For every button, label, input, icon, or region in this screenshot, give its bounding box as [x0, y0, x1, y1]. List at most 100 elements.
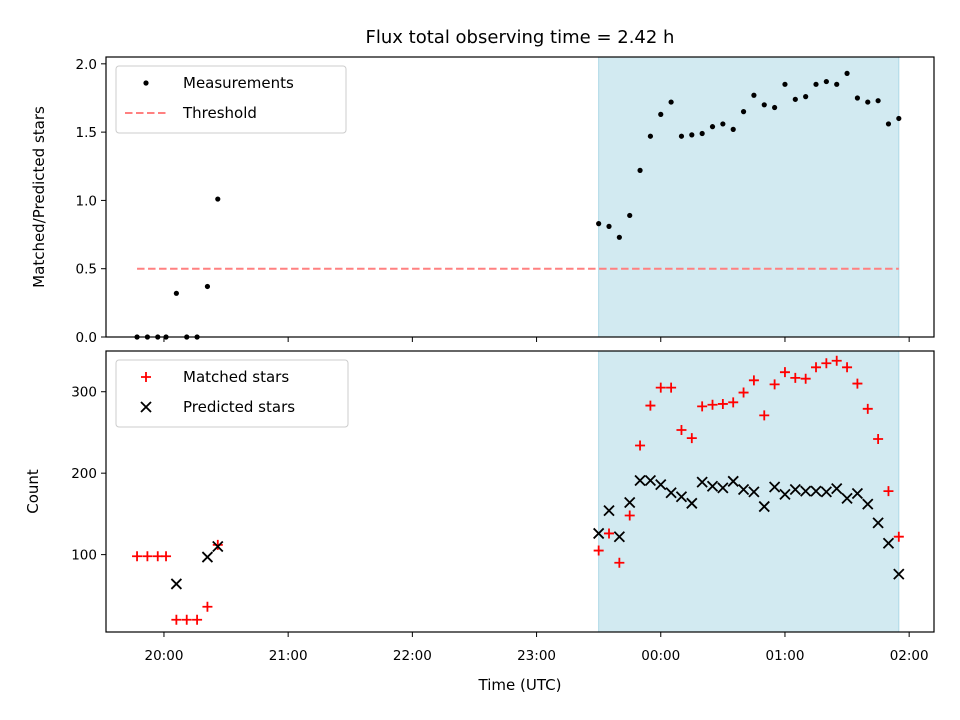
measurements-point — [689, 132, 695, 138]
measurements-point — [658, 111, 664, 117]
matched-stars-point — [862, 403, 873, 414]
counts-axes-frame — [105, 350, 935, 633]
predicted-stars-point — [872, 517, 884, 529]
predicted-stars-point — [706, 480, 719, 492]
predicted-stars-point — [768, 481, 781, 493]
matched-stars-point — [728, 397, 739, 408]
matched-stars-point — [202, 601, 213, 612]
measurements-point — [792, 96, 798, 102]
measurements-point — [782, 81, 788, 87]
matched-stars-point — [212, 539, 223, 550]
measurements-point — [678, 133, 685, 139]
y-tick-label: 0.5 — [76, 262, 97, 278]
y-tick-label: 100 — [71, 548, 97, 564]
threshold-legend-label: Threshold — [182, 104, 257, 122]
predicted-stars-point — [862, 498, 874, 510]
x-axis-label: Time (UTC) — [478, 676, 562, 694]
ratio-axis-ticks: 0.0 0.5 1.0 1.5 2.0 — [76, 57, 910, 346]
predicted-stars-point — [748, 486, 760, 498]
matched-stars-point — [821, 358, 832, 369]
measurements-point — [823, 78, 829, 85]
matched-stars-point — [132, 551, 143, 562]
predicted-stars-point — [727, 475, 739, 487]
measurements-point — [730, 126, 736, 132]
matched-stars-point — [852, 378, 863, 389]
measurements-point — [637, 167, 643, 173]
matched-stars-point — [161, 551, 172, 562]
x-tick-label: 01:00 — [766, 648, 805, 664]
predicted-stars-point — [170, 578, 183, 590]
measurements-point — [834, 81, 840, 87]
measurements-point — [772, 104, 778, 111]
predicted-stars-point — [820, 486, 832, 498]
y-tick-label: 1.0 — [76, 193, 97, 209]
matched-stars-point — [811, 362, 822, 373]
predicted-stars-point — [603, 505, 615, 517]
matched-stars-point — [604, 528, 615, 539]
y-tick-label: 200 — [71, 466, 97, 482]
measurements-point — [865, 99, 871, 105]
predicted-stars-point — [696, 476, 708, 488]
measurements-point — [204, 283, 211, 290]
measurements-point — [606, 223, 612, 229]
measurements-point — [596, 221, 602, 227]
matched-stars-point — [738, 387, 749, 398]
matched-stars-point — [171, 614, 182, 625]
predicted-stars-point — [851, 487, 864, 500]
measurements-point — [844, 70, 850, 76]
y-tick-label: 300 — [71, 385, 97, 401]
matched-stars-point — [790, 372, 801, 383]
predicted-stars-point — [665, 487, 677, 499]
matched-stars-point — [779, 367, 790, 378]
predicted-stars-point — [893, 568, 905, 580]
matched-stars-point — [697, 401, 708, 412]
chart-title: Flux total observing time = 2.42 h — [366, 27, 675, 48]
observing-window-span-bottom — [598, 350, 900, 633]
ratio-marks — [134, 70, 902, 340]
measurements-point — [173, 290, 179, 296]
x-tick-label: 02:00 — [890, 648, 929, 664]
predicted-stars-point — [831, 483, 843, 495]
measurements-point — [720, 121, 726, 127]
matched-stars-legend-marker — [141, 372, 151, 382]
measurements-point — [803, 94, 809, 100]
matched-stars-point — [614, 557, 625, 568]
ratio-panel: 0.00.51.01.52.0 Matched/Predicted stars … — [30, 56, 935, 346]
counts-axis-ticks: 100 200 300 — [71, 385, 910, 637]
measurements-legend-label: Measurements — [183, 74, 294, 92]
matched-stars-point — [769, 379, 780, 390]
matched-stars-point — [624, 510, 635, 521]
legend-box — [115, 65, 347, 134]
matched-stars-point — [192, 614, 203, 625]
predicted-stars-point — [841, 492, 853, 505]
matched-stars-legend-label: Matched stars — [183, 368, 289, 386]
measurements-point — [885, 121, 892, 127]
predicted-stars-point — [675, 491, 688, 503]
measurements-point — [813, 81, 819, 87]
predicted-stars-legend-label: Predicted stars — [183, 398, 295, 416]
measurements-legend-marker — [143, 80, 149, 86]
measurements-point — [761, 102, 767, 108]
measurements-point — [896, 115, 902, 122]
y-tick-label: 1.5 — [76, 125, 97, 141]
matched-stars-point — [748, 375, 759, 386]
predicted-stars-point — [613, 531, 625, 543]
measurements-point — [668, 99, 674, 105]
predicted-stars-point — [789, 483, 801, 496]
measurements-point — [616, 234, 622, 240]
measurements-point — [875, 98, 881, 104]
counts-legend: Matched stars Predicted stars — [115, 359, 349, 428]
matched-stars-point — [800, 373, 811, 384]
matched-stars-point — [645, 400, 656, 411]
matched-stars-point — [686, 433, 697, 444]
x-tick-label: 23:00 — [517, 648, 556, 664]
predicted-stars-point — [737, 483, 750, 496]
measurements-point — [627, 212, 633, 219]
measurements-point — [709, 124, 716, 130]
x-tick-label: 20:00 — [145, 648, 184, 664]
legend-box — [115, 359, 349, 428]
predicted-stars-point — [758, 500, 770, 513]
predicted-stars-point — [686, 497, 698, 509]
matched-stars-point — [181, 614, 192, 625]
predicted-stars-point — [717, 482, 729, 494]
